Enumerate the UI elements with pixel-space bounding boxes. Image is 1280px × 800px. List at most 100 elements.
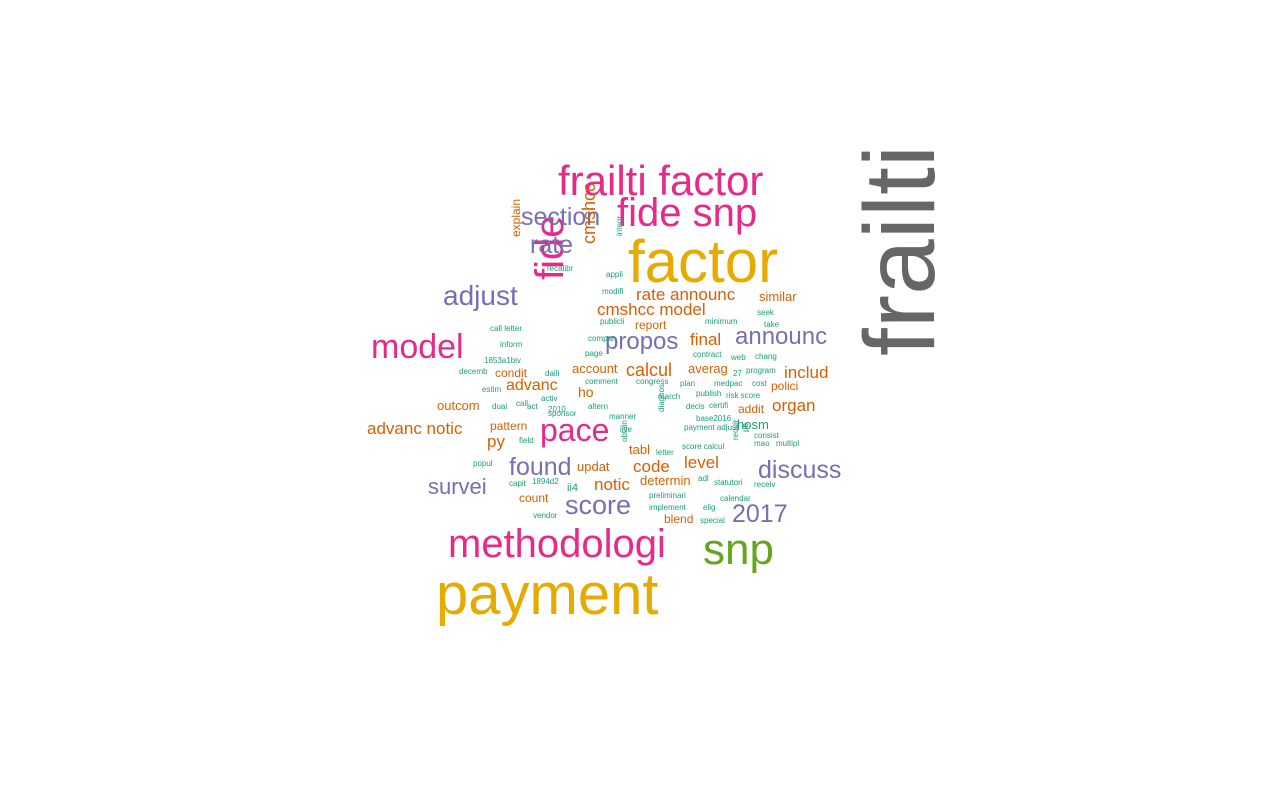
cloud-word: score [565, 490, 632, 520]
cloud-word: survei [428, 474, 487, 499]
cloud-word: special [700, 516, 725, 525]
cloud-word: account [572, 361, 618, 376]
cloud-word: propos [605, 328, 679, 355]
cloud-word: publish [696, 389, 722, 398]
cloud-word: recalibr [547, 264, 574, 273]
cloud-word: act [527, 402, 538, 411]
cloud-word: cmshcc [579, 182, 599, 244]
cloud-word: tabl [629, 442, 650, 457]
cloud-word: appli [606, 270, 623, 279]
cloud-word: medpac [714, 379, 743, 388]
cloud-word: call [516, 399, 529, 408]
cloud-word: blend [664, 512, 694, 526]
cloud-word: includ [784, 363, 829, 382]
cloud-word: base2016 [696, 414, 732, 423]
cloud-word: organ [772, 396, 816, 415]
cloud-word: elig [703, 503, 716, 512]
cloud-word: 2010 [548, 405, 566, 414]
cloud-word: ii4 [567, 482, 579, 494]
cloud-word: call letter [490, 324, 523, 333]
cloud-word: decemb [459, 367, 488, 376]
cloud-word: integr [615, 215, 624, 236]
cloud-word: section [521, 203, 601, 231]
cloud-word: explain [509, 198, 523, 237]
cloud-word: payment adjust [684, 423, 739, 432]
cloud-word: pattern [490, 419, 528, 433]
cloud-word: take [764, 320, 780, 329]
cloud-word: manner [609, 412, 637, 421]
cloud-word: notic [594, 475, 630, 494]
cloud-word: frailti factor [558, 157, 764, 204]
cloud-word: activ [541, 394, 558, 403]
cloud-word: outcom [437, 398, 480, 413]
cloud-word: determin [640, 473, 691, 488]
cloud-word: snp [703, 525, 774, 574]
cloud-word: level [684, 453, 719, 472]
cloud-word: model [371, 328, 464, 366]
cloud-word: report [635, 318, 667, 332]
cloud-word: 2017 [732, 500, 788, 528]
cloud-word: implement [649, 503, 686, 512]
cloud-word: announc [735, 323, 828, 350]
cloud-word: mao [754, 439, 770, 448]
cloud-word: final [690, 330, 722, 349]
cloud-word: daili [545, 369, 560, 378]
cloud-word: advanc [506, 377, 558, 394]
cloud-word: capit [509, 479, 526, 488]
cloud-word: popul [473, 459, 493, 468]
cloud-word: modifi [602, 287, 624, 296]
cloud-word: py [487, 432, 505, 451]
cloud-word: found [509, 453, 572, 481]
cloud-word: calcul [626, 360, 673, 380]
cloud-word: statutori [714, 478, 743, 487]
cloud-word: factor [628, 228, 779, 295]
cloud-word: letter [656, 448, 674, 457]
cloud-word: compar [588, 334, 615, 343]
cloud-word: code [633, 457, 670, 476]
cloud-word: 1853a1biv [484, 356, 521, 365]
cloud-word: requir [731, 419, 740, 440]
cloud-word: discuss [758, 456, 842, 484]
cloud-word: pace [540, 412, 610, 448]
cloud-word: diagnos [657, 383, 666, 412]
cloud-word: comment [585, 377, 618, 386]
cloud-word: obtain [620, 420, 629, 442]
cloud-word: field [519, 436, 534, 445]
cloud-word: dual [492, 402, 508, 411]
cloud-word: preliminari [649, 491, 686, 500]
cloud-word: pb [741, 423, 750, 432]
cloud-word: chang [755, 352, 777, 361]
cloud-word: risk score [726, 391, 761, 400]
cloud-word: seek [757, 308, 774, 317]
cloud-word: rate [530, 231, 574, 259]
cloud-word: hosm [737, 417, 769, 432]
cloud-word: page [585, 349, 603, 358]
cloud-word: 1894d2 [532, 477, 559, 486]
cloud-word: polici [771, 379, 799, 393]
cloud-word: advanc notic [367, 419, 463, 438]
cloud-word: cost [752, 379, 767, 388]
cloud-word: web [731, 353, 746, 362]
cloud-word: calendar [720, 494, 751, 503]
cloud-word: adjust [443, 280, 518, 311]
cloud-word: vendor [533, 511, 558, 520]
cloud-word: addit [738, 402, 765, 416]
cloud-word: fide snp [617, 191, 758, 235]
cloud-word: rate announc [636, 285, 736, 304]
cloud-word: averag [688, 361, 728, 376]
cloud-word: live [620, 425, 633, 434]
cloud-word: sponsor [548, 409, 577, 418]
cloud-word: methodologi [448, 522, 666, 566]
cloud-word: 27 [733, 369, 742, 378]
cloud-word: count [519, 491, 549, 505]
cloud-word: condit [495, 366, 528, 380]
cloud-word: decis [686, 402, 705, 411]
cloud-word: receiv [754, 480, 776, 489]
cloud-word: march [658, 392, 681, 401]
cloud-word: congress [636, 377, 669, 386]
cloud-word: multipl [776, 439, 800, 448]
cloud-word: program [746, 366, 776, 375]
cloud-word: payment [436, 562, 659, 627]
cloud-word: frailti [844, 144, 956, 356]
